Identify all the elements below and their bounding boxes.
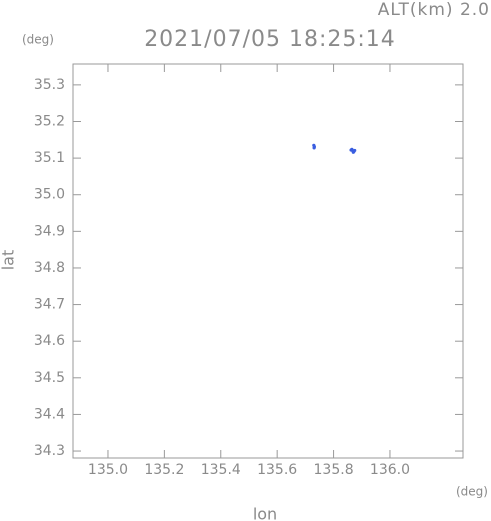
y-tick-label: 34.8 — [34, 260, 65, 276]
y-tick-label: 35.3 — [34, 77, 65, 93]
point — [312, 146, 316, 150]
y-tick-label: 34.5 — [34, 370, 65, 386]
y-tick-label: 34.4 — [34, 406, 65, 422]
y-tick-label: 34.3 — [34, 443, 65, 459]
x-axis-label: lon — [253, 505, 277, 521]
plot-frame — [72, 63, 464, 459]
x-unit: (deg) — [456, 485, 488, 499]
chart-title: 2021/07/05 18:25:14 — [144, 27, 396, 52]
x-tick-label: 135.2 — [144, 462, 184, 478]
x-tick-label: 135.4 — [201, 462, 241, 478]
point — [349, 148, 353, 152]
y-tick-label: 35.1 — [34, 150, 65, 166]
x-tick-label: 136.0 — [370, 462, 410, 478]
y-tick-label: 34.9 — [34, 223, 65, 239]
y-tick-label: 34.6 — [34, 333, 65, 349]
point — [351, 150, 355, 154]
annotation: ALT(km) 2.0 — [378, 0, 490, 20]
x-tick-label: 135.0 — [88, 462, 128, 478]
y-tick-label: 35.2 — [34, 113, 65, 129]
y-unit: (deg) — [22, 33, 54, 47]
x-tick-label: 135.8 — [314, 462, 354, 478]
y-tick-label: 35.0 — [34, 187, 65, 203]
x-tick-label: 135.6 — [257, 462, 297, 478]
y-tick-label: 34.7 — [34, 297, 65, 313]
y-axis-label: lat — [0, 250, 18, 271]
